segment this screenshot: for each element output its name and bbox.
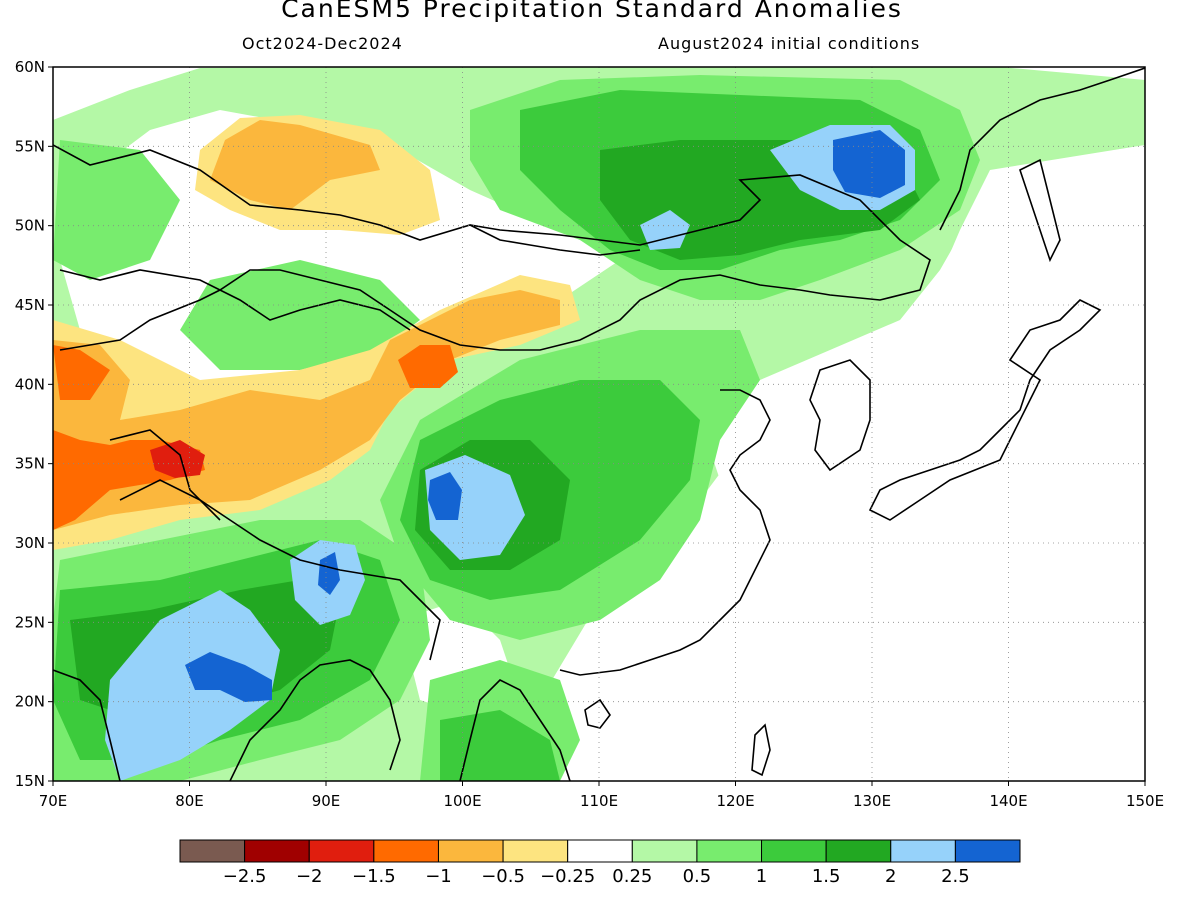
colorbar-label: −0.25 <box>540 866 595 887</box>
korea-coast <box>809 359 871 472</box>
lon-tick-label: 130E <box>853 792 891 810</box>
colorbar-swatch <box>696 839 763 863</box>
colorbar-label: 0.25 <box>612 866 652 887</box>
light-blue-region-india <box>105 590 280 781</box>
blue-region-tibet <box>318 552 340 595</box>
lat-tick-label: 25N <box>15 613 45 631</box>
kazakh-border <box>59 269 411 331</box>
blue-region-sichuan <box>428 472 462 520</box>
colorbar-swatch <box>502 839 569 863</box>
colorbar-swatch <box>244 839 310 863</box>
orange-region-kazakhstan <box>210 120 380 210</box>
forecast-period: Oct2024-Dec2024 <box>242 34 403 53</box>
colorbar-swatch <box>825 839 892 863</box>
lon-tick-label: 110E <box>580 792 618 810</box>
blue-region-india <box>185 652 272 702</box>
colorbar-label: 2 <box>885 866 896 887</box>
china-east-coast <box>559 389 771 676</box>
sakhalin-coast <box>1019 158 1061 263</box>
green-region-west <box>180 260 420 370</box>
lat-tick-label: 30N <box>15 534 45 552</box>
green-region-north <box>53 140 180 280</box>
himalaya-border <box>109 429 221 521</box>
colorbar-swatch <box>890 839 956 863</box>
lon-tick-label: 80E <box>175 792 204 810</box>
colorbar-label: −1 <box>425 866 452 887</box>
colorbar-swatch <box>179 839 246 863</box>
colorbar-swatch <box>373 839 439 863</box>
lat-tick-label: 35N <box>15 455 45 473</box>
colorbar-label: −2.5 <box>223 866 267 887</box>
lat-tick-label: 60N <box>15 58 45 76</box>
mongolia-border <box>469 224 641 256</box>
lat-tick-label: 55N <box>15 137 45 155</box>
red-region-kashmir <box>150 440 205 478</box>
lat-tick-label: 20N <box>15 693 45 711</box>
colorbar-label: 2.5 <box>941 866 970 887</box>
lon-tick-label: 90E <box>312 792 341 810</box>
colorbar-label: 1 <box>756 866 767 887</box>
colorbar-swatch <box>631 839 698 863</box>
colorbar-swatch <box>437 839 504 863</box>
colorbar-swatch <box>954 839 1021 863</box>
colorbar-label: 0.5 <box>683 866 712 887</box>
colorbar-swatch <box>308 839 375 863</box>
lon-tick-label: 100E <box>443 792 481 810</box>
lon-tick-label: 150E <box>1126 792 1164 810</box>
anomaly-field <box>53 67 1145 781</box>
lat-tick-label: 50N <box>15 217 45 235</box>
russia-east-coast <box>939 67 1145 231</box>
colorbar: −2.5 −2 −1.5 −1 −0.5 −0.25 0.25 0.5 1 1.5 2 2.5 <box>179 839 1021 887</box>
dark-green-region-indochina <box>440 710 560 781</box>
indochina-coast <box>459 679 571 781</box>
colorbar-label: −1.5 <box>352 866 396 887</box>
dark-orange-region-west <box>53 345 110 400</box>
india-coast <box>53 669 121 781</box>
colorbar-swatch <box>567 839 633 863</box>
dark-orange-region-north <box>398 345 458 388</box>
hainan-coast <box>584 698 611 729</box>
light-blue-region-lake <box>640 210 690 250</box>
initial-conditions: August2024 initial conditions <box>658 34 921 53</box>
japan-coast <box>868 299 1102 521</box>
colorbar-swatch <box>761 839 827 863</box>
blue-region-mongolia <box>833 130 905 198</box>
bay-of-bengal-coast <box>229 659 401 781</box>
colorbar-label: 1.5 <box>812 866 841 887</box>
country-borders <box>53 67 1145 781</box>
colorbar-label: −0.5 <box>481 866 525 887</box>
gridlines <box>53 67 1145 781</box>
lon-tick-label: 70E <box>39 792 68 810</box>
neutral-region-east <box>560 150 1145 781</box>
lat-tick-label: 15N <box>15 772 45 790</box>
lon-tick-label: 120E <box>716 792 754 810</box>
tibet-border <box>119 479 441 661</box>
lon-tick-label: 140E <box>989 792 1027 810</box>
china-north-border <box>53 144 931 351</box>
latitude-axis: 60N 55N 50N 45N 40N 35N 30N 25N 20N 15N <box>15 58 53 790</box>
map-title: CanESM5 Precipitation Standard Anomalies <box>281 0 903 23</box>
colorbar-label: −2 <box>296 866 323 887</box>
lat-tick-label: 40N <box>15 375 45 393</box>
lat-tick-label: 45N <box>15 296 45 314</box>
taiwan-coast <box>751 723 771 777</box>
longitude-axis: 70E 80E 90E 100E 110E 120E 130E 140E 150E <box>39 781 1164 810</box>
